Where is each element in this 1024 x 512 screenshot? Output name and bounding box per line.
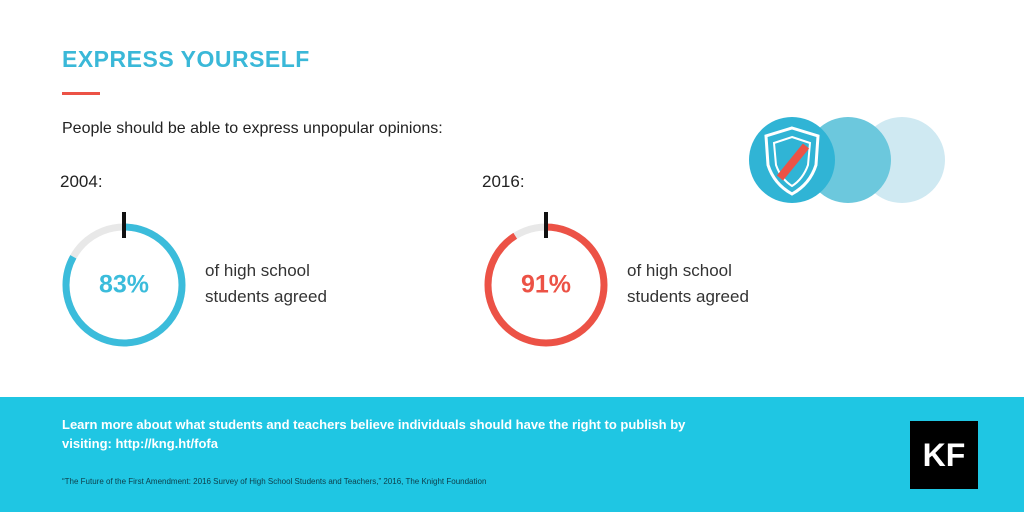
donut: 83% [62,212,186,347]
question: People should be able to express unpopul… [62,120,443,137]
title: EXPRESS YOURSELF [62,46,310,72]
value-label: 83% [99,271,149,299]
value-label: 91% [521,271,571,299]
footer-text: Learn more about what students and teach… [62,417,686,451]
icon [749,117,945,203]
year-label: 2004: [60,172,103,191]
caption: of high school students agreed [627,261,749,306]
caption: of high school students agreed [205,261,327,306]
title-rule [62,92,100,95]
year-label: 2016: [482,172,525,191]
citation: “The Future of the First Amendment: 2016… [62,477,487,486]
donut: 91% [484,212,608,347]
logo: KF [910,421,978,489]
footer: Learn more about what students and teach… [0,397,1024,512]
